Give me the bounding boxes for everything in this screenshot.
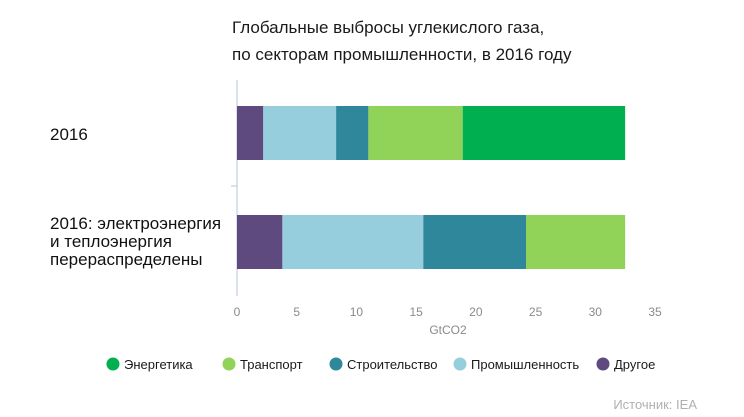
- x-tick-label-3: 15: [409, 305, 423, 319]
- bar-segment-0-4: [462, 106, 626, 160]
- x-tick-label-7: 35: [648, 305, 662, 319]
- bar-segment-0-1: [263, 106, 337, 160]
- legend-label-0: Энергетика: [124, 357, 193, 372]
- legend-label-4: Другое: [614, 357, 655, 372]
- x-tick-label-1: 5: [293, 305, 300, 319]
- chart-title-line-1: Глобальные выбросы углекислого газа,: [232, 18, 544, 37]
- x-tick-label-2: 10: [350, 305, 364, 319]
- legend: Энергетика Транспорт Строительство Промышле…: [106, 357, 655, 372]
- bar-segment-1-0: [237, 215, 283, 269]
- x-axis-label: GtCO2: [429, 323, 467, 337]
- legend-swatch-4: [596, 357, 610, 371]
- x-tick-label-5: 25: [529, 305, 543, 319]
- chart-title-line-2: по секторам промышленности, в 2016 году: [232, 45, 572, 64]
- x-axis-ticks: 0 5 10 15 20 25 30 35: [234, 305, 662, 319]
- bar-segment-1-2: [423, 215, 527, 269]
- legend-label-1: Транспорт: [240, 357, 303, 372]
- bar-segment-0-0: [237, 106, 264, 160]
- bar-segment-0-2: [336, 106, 369, 160]
- x-tick-label-6: 30: [589, 305, 603, 319]
- legend-label-3: Промышленность: [471, 357, 579, 372]
- legend-label-2: Строительство: [347, 357, 437, 372]
- bar-segment-0-3: [368, 106, 463, 160]
- legend-swatch-3: [453, 357, 467, 371]
- category-label-1-2: перераспределены: [50, 250, 203, 269]
- category-label-1-1: и теплоэнергия: [50, 232, 172, 251]
- bars: [237, 106, 626, 269]
- bar-segment-1-1: [282, 215, 424, 269]
- x-tick-label-4: 20: [469, 305, 483, 319]
- legend-swatch-0: [106, 357, 120, 371]
- chart-title: Глобальные выбросы углекислого газа, по …: [232, 18, 572, 64]
- category-label-1-0: 2016: электроэнергия: [50, 214, 221, 233]
- source-note: Источник: IEA: [613, 397, 697, 412]
- category-label-0-0: 2016: [50, 125, 88, 144]
- x-tick-label-0: 0: [234, 305, 241, 319]
- legend-swatch-1: [222, 357, 236, 371]
- bar-segment-1-3: [526, 215, 626, 269]
- legend-swatch-2: [329, 357, 343, 371]
